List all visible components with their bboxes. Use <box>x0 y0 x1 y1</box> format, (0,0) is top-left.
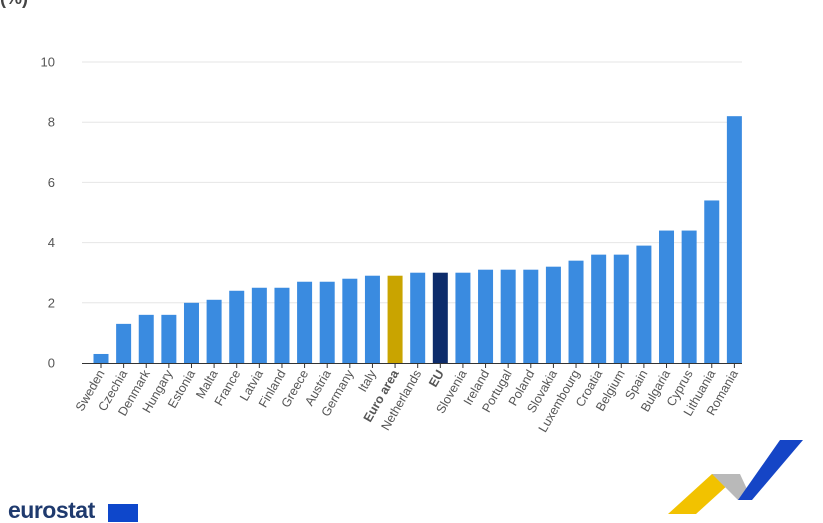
y-tick-label: 4 <box>48 235 55 250</box>
bar-cyprus[interactable] <box>681 230 697 363</box>
y-tick-label: 10 <box>41 55 55 70</box>
bar-croatia[interactable] <box>591 254 607 363</box>
chart-title-fragment: (%) <box>0 0 28 9</box>
y-tick-label: 0 <box>48 356 55 371</box>
bar-lithuania[interactable] <box>704 200 720 363</box>
bar-malta[interactable] <box>206 299 222 363</box>
bar-czechia[interactable] <box>116 323 132 363</box>
bar-france[interactable] <box>229 290 245 363</box>
bar-belgium[interactable] <box>613 254 629 363</box>
bar-germany[interactable] <box>342 278 358 363</box>
bar-ireland[interactable] <box>478 269 494 363</box>
bar-estonia[interactable] <box>183 302 199 363</box>
bar-denmark[interactable] <box>138 314 154 363</box>
brand-name: eurostat <box>8 497 95 523</box>
eu-flag-icon <box>108 504 138 522</box>
bar-bulgaria[interactable] <box>659 230 675 363</box>
y-tick-label: 8 <box>48 115 55 130</box>
bar-sweden[interactable] <box>93 353 109 363</box>
bar-euro-area[interactable] <box>387 275 403 363</box>
bar-hungary[interactable] <box>161 314 177 363</box>
y-tick-label: 2 <box>48 295 55 310</box>
bar-slovenia[interactable] <box>455 272 471 363</box>
bar-portugal[interactable] <box>500 269 516 363</box>
bar-finland[interactable] <box>274 287 290 363</box>
bar-poland[interactable] <box>523 269 539 363</box>
bar-greece[interactable] <box>297 281 313 363</box>
bar-romania[interactable] <box>726 116 742 364</box>
bar-netherlands[interactable] <box>410 272 426 363</box>
bar-spain[interactable] <box>636 245 652 363</box>
brand-graphic <box>668 440 803 514</box>
x-tick-label: EU <box>426 368 447 390</box>
bar-eu[interactable] <box>432 272 448 363</box>
bar-luxembourg[interactable] <box>568 260 584 363</box>
logo-grey-stripe <box>712 474 752 500</box>
logo-blue-stripe <box>738 440 803 500</box>
bar-italy[interactable] <box>364 275 380 363</box>
bar-austria[interactable] <box>319 281 335 363</box>
y-tick-label: 6 <box>48 175 55 190</box>
bar-latvia[interactable] <box>251 287 267 363</box>
bar-slovakia[interactable] <box>545 266 561 363</box>
